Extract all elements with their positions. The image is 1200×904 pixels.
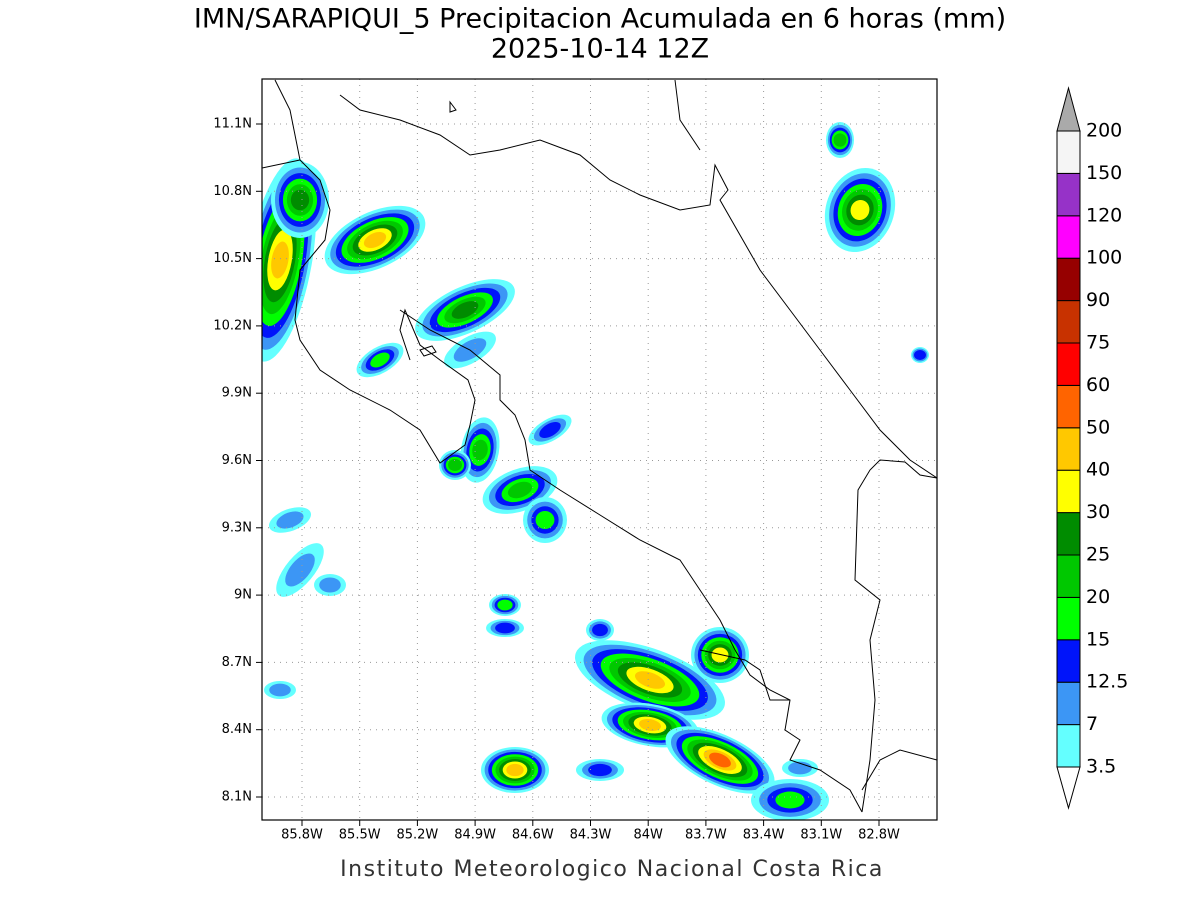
rain-area (497, 599, 513, 611)
rain-area (639, 718, 661, 732)
footer: Instituto Meteorologico Nacional Costa R… (340, 857, 884, 882)
rain-area (506, 763, 524, 777)
color-box (1056, 639, 1081, 683)
colorbar-label: 15 (1086, 628, 1110, 650)
rain-area (472, 439, 488, 461)
rain-area (363, 231, 387, 249)
rain-area (495, 622, 515, 634)
colorbar-label: 100 (1086, 247, 1122, 269)
rain-area (711, 647, 729, 663)
lon-label: 85.5W (339, 828, 381, 843)
rain-area (507, 481, 533, 499)
colorbar-label: 12.5 (1086, 671, 1128, 693)
color-box (1056, 300, 1081, 344)
rain-area (271, 241, 289, 279)
graticule: 11.1N 10.8N 10.5N 10.2N 9.9N 9.6N 9.3N 9N 8.7N 8.… (213, 79, 937, 843)
color-box (1056, 427, 1081, 471)
lon-label: 84.3W (570, 828, 612, 843)
title: IMN/SARAPIQUI_5 Precipitacion Acumulada … (194, 4, 1006, 35)
rain-area (588, 763, 612, 777)
color-box (1056, 469, 1081, 514)
color-box (1056, 724, 1081, 768)
lat-label: 10.2N (213, 318, 252, 333)
rain-area (709, 752, 731, 768)
rain-area (833, 133, 847, 147)
rain-area (592, 623, 608, 637)
color-box (1056, 172, 1081, 217)
color-box (1056, 215, 1081, 259)
rain-area (285, 553, 315, 587)
colorbar-label: 75 (1086, 332, 1110, 354)
lon-label: 85.2W (396, 828, 438, 843)
colorbar-label: 150 (1086, 162, 1122, 184)
color-box (1056, 384, 1081, 429)
lon-label: 84.6W (512, 828, 554, 843)
rain-area (634, 671, 666, 689)
lat-label: 8.4N (222, 722, 252, 737)
rain-area (539, 422, 561, 438)
lon-label: 83.4W (743, 828, 785, 843)
rain-area (290, 189, 310, 211)
lat-label: 8.1N (222, 790, 252, 805)
colorbar: 3.5 7 12.5 15 20 25 30 40 50 60 75 90 100 120 150 200 (1056, 86, 1128, 810)
lat-label: 10.8N (213, 184, 252, 199)
lat-label: 8.7N (222, 655, 252, 670)
colorbar-label: 7 (1086, 713, 1098, 735)
color-box (1056, 342, 1081, 386)
rain-area (370, 352, 390, 368)
rain-area (775, 791, 805, 809)
lat-label: 9N (234, 588, 252, 603)
colorbar-label: 200 (1086, 120, 1122, 142)
lon-label: 84W (633, 828, 663, 843)
colorbar-label: 50 (1086, 416, 1110, 438)
rain-area (535, 510, 555, 530)
color-box (1056, 257, 1081, 302)
lon-label: 83.7W (685, 828, 727, 843)
lat-label: 11.1N (213, 117, 252, 132)
color-box (1056, 512, 1081, 556)
lon-label: 84.9W (454, 828, 496, 843)
lat-label: 10.5N (213, 251, 252, 266)
colorbar-label: 20 (1086, 586, 1110, 608)
lon-label: 82.8W (858, 828, 900, 843)
colorbar-label: 40 (1086, 459, 1110, 481)
over-arrow (1056, 86, 1081, 132)
rain-area (448, 459, 462, 471)
color-box (1056, 681, 1081, 726)
lat-label: 9.3N (222, 520, 252, 535)
subtitle: 2025-10-14 12Z (491, 34, 709, 65)
lon-label: 85.8W (281, 828, 323, 843)
colorbar-label: 30 (1086, 501, 1110, 523)
precipitation-field (262, 122, 929, 820)
lon-label: 83.1W (800, 828, 842, 843)
color-box (1056, 596, 1081, 641)
rain-area (319, 577, 341, 593)
colorbar-label: 60 (1086, 374, 1110, 396)
rain-area (276, 511, 304, 529)
colorbar-label: 25 (1086, 544, 1110, 566)
under-arrow (1056, 766, 1081, 810)
rain-area (914, 350, 926, 360)
colorbar-label: 90 (1086, 289, 1110, 311)
colorbar-label: 3.5 (1086, 756, 1116, 778)
coastlines (262, 79, 937, 813)
rain-area (451, 301, 479, 319)
color-box (1056, 554, 1081, 598)
lat-label: 9.9N (222, 386, 252, 401)
map-frame (261, 78, 938, 821)
rain-area (850, 199, 870, 221)
rain-area (269, 683, 291, 697)
color-box (1056, 130, 1081, 174)
colorbar-label: 120 (1086, 204, 1122, 226)
lat-label: 9.6N (222, 453, 252, 468)
